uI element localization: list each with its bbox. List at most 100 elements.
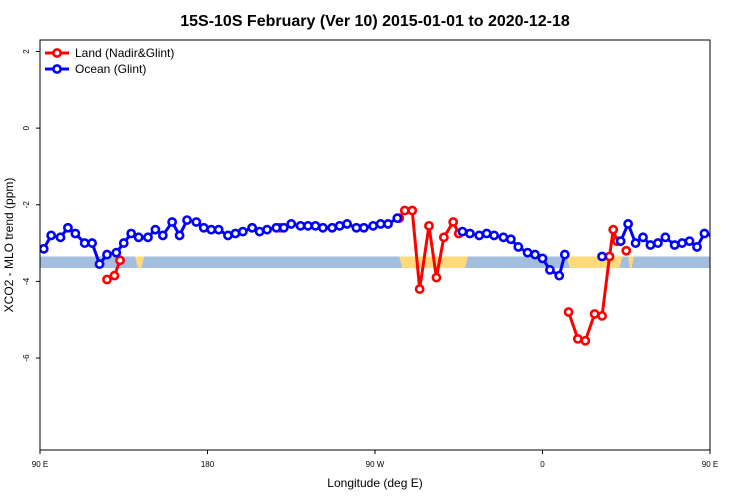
series-ocean — [40, 213, 747, 281]
data-point — [438, 232, 449, 243]
data-point — [327, 222, 338, 233]
data-point — [652, 238, 663, 248]
legend-label: Ocean (Glint) — [75, 62, 146, 76]
data-point — [167, 217, 178, 227]
data-point — [414, 284, 425, 294]
land-band-segment — [628, 256, 634, 268]
legend-marker — [52, 48, 62, 58]
data-point — [351, 222, 362, 233]
data-point — [310, 220, 321, 231]
data-point — [597, 310, 607, 321]
data-point — [615, 236, 626, 247]
data-point — [63, 222, 73, 233]
y-tick-label: -6 — [22, 354, 31, 362]
data-point — [465, 228, 475, 239]
data-point — [589, 309, 600, 319]
data-point — [708, 232, 710, 239]
legend-item: Ocean (Glint) — [45, 62, 146, 76]
data-point — [87, 238, 98, 248]
data-point — [230, 228, 241, 239]
data-point — [102, 274, 112, 285]
data-point — [334, 220, 345, 231]
data-point — [126, 228, 137, 239]
data-point — [118, 238, 129, 248]
data-point — [94, 259, 105, 270]
data-point — [563, 307, 574, 317]
data-point — [474, 230, 485, 241]
data-point — [174, 230, 185, 241]
chart-title: 15S-10S February (Ver 10) 2015-01-01 to … — [180, 13, 570, 30]
data-point — [206, 224, 217, 235]
y-axis-ticks: 2 0 -2 -4 -6 — [22, 49, 40, 362]
data-point — [522, 247, 533, 258]
data-point — [692, 242, 702, 252]
data-point — [150, 224, 161, 235]
data-point — [358, 222, 369, 233]
data-point — [102, 249, 112, 260]
data-point — [182, 215, 192, 225]
data-point — [342, 219, 352, 229]
x-tick-label: 180 — [201, 460, 215, 469]
land-band-segment — [566, 256, 623, 268]
data-point — [262, 224, 272, 235]
data-point — [286, 219, 297, 229]
data-point — [645, 240, 656, 250]
data-point — [115, 255, 125, 266]
data-point — [375, 219, 386, 229]
data-point — [554, 270, 565, 281]
y-tick-label: -2 — [22, 201, 31, 209]
data-point — [660, 232, 671, 243]
data-point — [669, 240, 680, 250]
data-point — [684, 236, 695, 247]
x-tick-label: 90 E — [32, 460, 48, 469]
data-point — [213, 224, 224, 235]
data-point — [448, 217, 459, 227]
data-point — [111, 247, 122, 258]
x-axis-ticks: 90 E 180 90 W 0 90 E — [32, 450, 718, 469]
y-tick-label: 0 — [22, 125, 31, 130]
data-point — [157, 230, 168, 241]
data-point — [271, 222, 282, 233]
data-point — [254, 226, 265, 237]
y-tick-label: -4 — [22, 277, 31, 285]
series-line — [567, 228, 619, 343]
data-point — [46, 230, 57, 241]
data-point — [530, 249, 540, 260]
data-point — [399, 205, 410, 216]
data-point — [457, 226, 468, 237]
data-point — [79, 238, 90, 248]
data-point — [732, 239, 739, 246]
data-point — [191, 217, 202, 227]
data-point — [718, 224, 725, 231]
data-point — [317, 222, 328, 233]
data-point — [725, 230, 732, 237]
x-axis-label: Longitude (deg E) — [327, 476, 422, 490]
data-point — [623, 219, 634, 229]
legend-marker — [52, 64, 62, 74]
data-point — [303, 220, 313, 231]
series-layer — [40, 205, 747, 346]
data-point — [559, 249, 570, 260]
data-point — [677, 238, 687, 248]
data-point — [223, 230, 233, 241]
data-point — [740, 238, 747, 245]
y-axis-label: XCO2 - MLO trend (ppm) — [2, 178, 16, 313]
data-point — [513, 242, 524, 252]
data-point — [505, 234, 516, 245]
data-point — [109, 270, 120, 281]
data-point — [278, 222, 289, 233]
data-point — [621, 245, 632, 256]
data-point — [198, 222, 209, 233]
data-point — [247, 222, 258, 233]
legend: Land (Nadir&Glint) Ocean (Glint) — [45, 46, 174, 76]
land-band-segment — [134, 256, 145, 268]
data-point — [143, 232, 153, 243]
data-point — [368, 220, 379, 231]
data-point — [133, 232, 144, 243]
data-point — [481, 228, 492, 239]
data-point — [40, 243, 49, 254]
data-point — [572, 333, 583, 344]
x-tick-label: 90 E — [702, 460, 718, 469]
data-point — [237, 226, 248, 237]
